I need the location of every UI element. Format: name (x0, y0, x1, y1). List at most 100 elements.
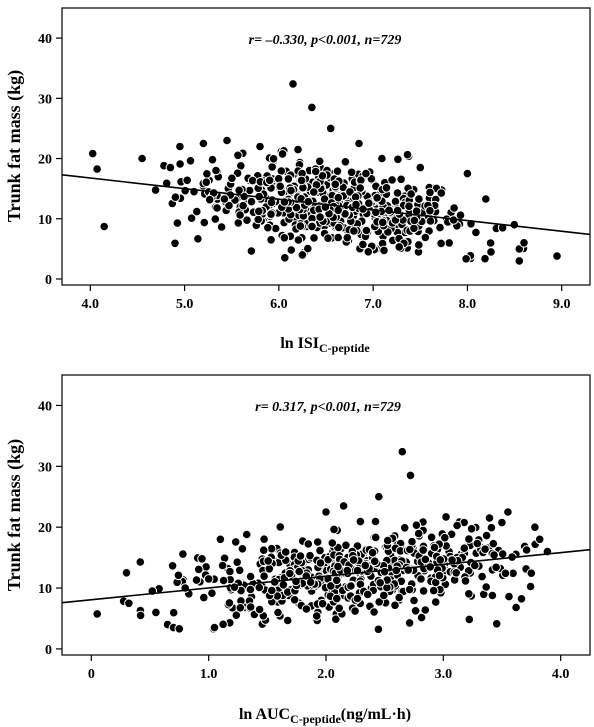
data-point (382, 535, 393, 546)
data-point (273, 607, 283, 618)
data-point (280, 547, 291, 557)
data-point (325, 123, 336, 134)
data-point (233, 150, 243, 161)
data-point (182, 175, 192, 186)
data-point (186, 213, 197, 223)
data-point (460, 576, 471, 586)
data-point (455, 210, 466, 220)
x-tick-label: 6.0 (270, 297, 288, 312)
data-point (394, 592, 405, 603)
x-axis-ticks: 4.0 5.0 6.0 7.0 8.0 9.0 (82, 285, 570, 312)
data-point (297, 250, 308, 260)
data-point (428, 585, 439, 596)
data-point (207, 588, 217, 599)
data-point (372, 193, 382, 203)
data-point (514, 256, 525, 266)
data-point (405, 470, 416, 481)
data-point (234, 565, 245, 576)
data-point (137, 153, 147, 164)
x-tick-label: 1.0 (200, 667, 218, 682)
data-point (497, 223, 508, 233)
data-point (429, 542, 440, 553)
data-point (333, 192, 344, 203)
data-point (451, 568, 462, 578)
data-point (330, 179, 341, 190)
data-point (305, 577, 316, 588)
x-tick-label: 4.0 (552, 667, 570, 682)
x-axis-title: ln AUCC-peptide(ng/mL·h) (239, 706, 411, 726)
data-point (379, 245, 389, 256)
data-point (367, 547, 378, 558)
data-point (409, 223, 419, 234)
data-point (480, 544, 490, 555)
data-point (286, 245, 297, 255)
data-point (375, 578, 386, 588)
data-point (275, 522, 286, 532)
data-point (396, 174, 406, 185)
data-point (289, 595, 300, 605)
data-point (245, 602, 256, 612)
data-point (530, 522, 540, 533)
data-point (416, 612, 427, 623)
data-point (334, 603, 345, 614)
data-point (245, 571, 256, 582)
data-point (511, 602, 521, 613)
data-point (266, 543, 277, 554)
data-point (175, 141, 185, 152)
data-point (266, 235, 276, 245)
data-point (351, 199, 361, 210)
data-point (246, 246, 257, 256)
data-point (201, 177, 212, 187)
data-point (425, 205, 435, 216)
data-point (374, 491, 384, 502)
data-point (404, 584, 415, 595)
x-axis-title-sub: C-peptide (319, 341, 370, 355)
data-point (222, 135, 232, 146)
data-point (486, 247, 496, 257)
data-point (477, 571, 487, 582)
data-point (279, 233, 290, 243)
data-point (207, 154, 218, 165)
data-point (173, 570, 184, 581)
data-point (225, 566, 235, 577)
data-point (286, 185, 296, 196)
data-point (259, 571, 269, 582)
x-tick-label: 4.0 (82, 297, 100, 312)
x-tick-label: 8.0 (459, 297, 477, 312)
x-axis-title-suffix: (ng/mL·h) (341, 706, 411, 723)
data-point (283, 174, 294, 184)
data-point (295, 221, 306, 231)
data-point (394, 242, 405, 252)
data-point (441, 512, 451, 522)
data-point (303, 243, 313, 254)
data-point (413, 528, 424, 539)
data-point (326, 581, 336, 591)
data-point (420, 232, 431, 243)
x-tick-label: 2.0 (317, 667, 335, 682)
data-point (440, 532, 450, 543)
x-axis-title-sub: C-peptide (290, 712, 341, 726)
data-point (509, 219, 520, 230)
data-point (340, 157, 351, 167)
data-point (247, 175, 258, 186)
data-point (263, 556, 274, 566)
data-point (497, 549, 508, 559)
data-point (390, 600, 400, 611)
data-point (191, 575, 202, 585)
data-point (418, 545, 429, 555)
data-point (404, 618, 415, 628)
data-point (500, 568, 511, 579)
y-tick-label: 30 (38, 92, 52, 107)
data-point (204, 194, 215, 205)
data-point (135, 610, 146, 621)
data-point (387, 175, 397, 185)
data-point (435, 222, 445, 233)
data-point (521, 545, 532, 555)
data-point (135, 557, 146, 567)
data-point (229, 582, 240, 593)
data-point (218, 619, 228, 630)
data-point (497, 517, 507, 528)
data-point (466, 524, 477, 534)
data-point (267, 585, 277, 596)
data-point (471, 227, 481, 238)
